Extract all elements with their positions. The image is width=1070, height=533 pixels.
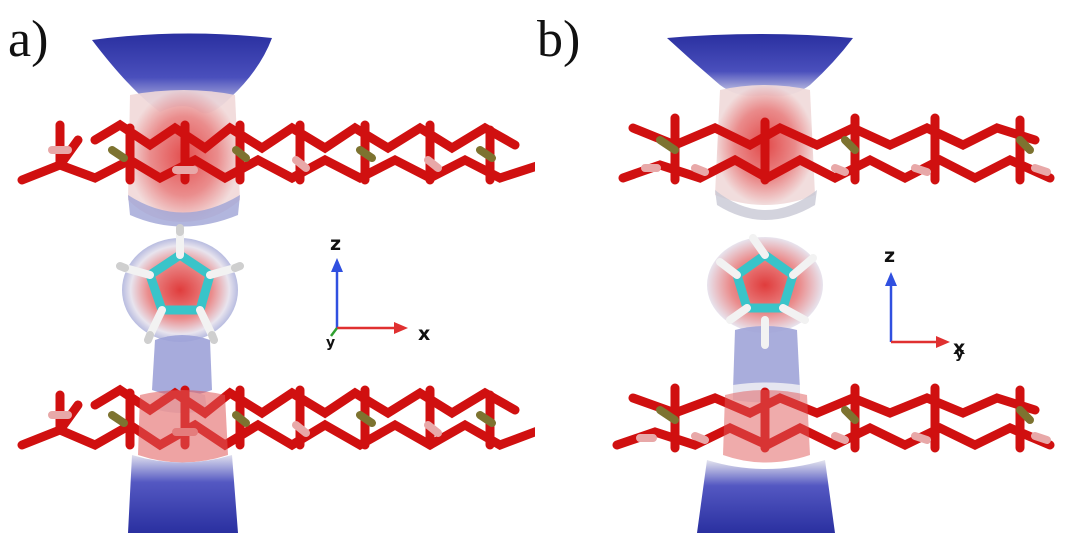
framework-bottom	[17, 384, 535, 451]
framework-top	[17, 119, 535, 185]
panel-label-a: a)	[8, 11, 49, 68]
panel-label-b: b)	[537, 11, 581, 68]
molecule-ring	[116, 224, 244, 344]
molecule-ring	[716, 234, 817, 349]
framework-top	[618, 113, 1055, 185]
isosurface-bottom-red	[723, 390, 810, 463]
isosurface-bottom	[697, 460, 835, 533]
panel-b: b) z x y	[535, 0, 1070, 533]
panel-a-render	[17, 33, 535, 533]
framework-bottom	[612, 383, 1055, 453]
panel-b-render	[612, 34, 1055, 533]
isosurface-top	[667, 34, 853, 97]
isosurface-top	[92, 33, 272, 114]
panel-a: a) z x y	[8, 11, 535, 533]
axes-indicator-a	[330, 258, 408, 337]
isosurface-center	[707, 237, 823, 333]
isosurface-bottom	[128, 455, 238, 533]
isosurface-center	[122, 238, 238, 342]
isosurface-bottom-red	[138, 390, 228, 463]
axes-indicator-b	[885, 272, 950, 348]
